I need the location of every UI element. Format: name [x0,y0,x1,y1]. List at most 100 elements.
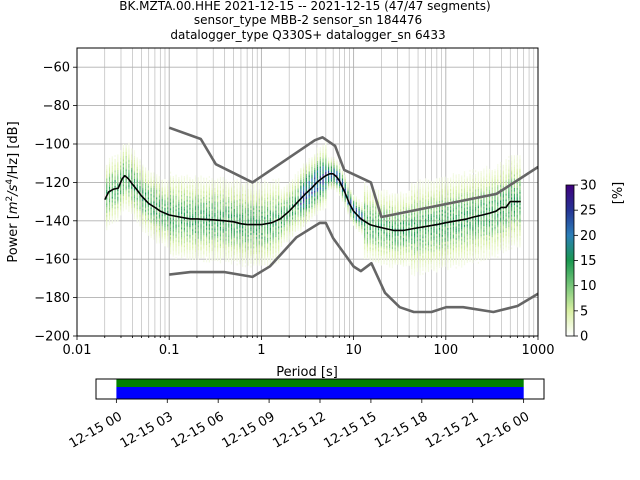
heatmap-cell [433,236,435,239]
heatmap-cell [425,185,427,188]
heatmap-cell [108,157,111,160]
heatmap-cell [175,216,177,219]
heatmap-cell [386,224,388,227]
heatmap-cell [389,238,391,241]
heatmap-cell [316,203,319,206]
heatmap-cell [266,195,269,198]
heatmap-cell [144,219,147,222]
heatmap-cell [133,201,136,204]
heatmap-cell [386,207,388,210]
heatmap-cell [438,189,441,192]
heatmap-cell [386,205,388,208]
heatmap-cell [266,228,269,231]
heatmap-cell [297,184,299,187]
heatmap-cell [167,235,169,238]
heatmap-cell [413,226,416,229]
heatmap-cell [383,245,385,248]
heatmap-cell [383,256,385,259]
heatmap-cell [236,236,238,239]
heatmap-cell [150,187,152,190]
heatmap-cell [416,256,418,259]
heatmap-cell [430,188,432,191]
heatmap-cell [380,236,382,239]
heatmap-cell [253,232,255,235]
heatmap-cell [136,211,138,214]
heatmap-cell [286,230,288,233]
heatmap-cell [369,258,371,261]
heatmap-cell [397,207,399,210]
heatmap-cell [153,187,155,190]
heatmap-cell [411,267,413,270]
heatmap-cell [225,202,227,205]
heatmap-cell [391,198,393,201]
heatmap-cell [322,173,324,176]
heatmap-cell [405,212,407,215]
heatmap-cell [147,226,149,229]
heatmap-cell [106,216,108,219]
heatmap-cell [405,252,407,255]
heatmap-cell [172,231,174,234]
heatmap-cell [250,217,252,220]
heatmap-cell [217,197,219,200]
heatmap-cell [153,172,155,175]
heatmap-cell [347,210,349,213]
heatmap-cell [280,227,283,230]
heatmap-cell [200,185,202,188]
heatmap-cell [211,243,213,246]
heatmap-cell [341,189,344,192]
heatmap-cell [136,170,138,173]
heatmap-cell [275,237,277,240]
heatmap-cell [455,186,457,189]
heatmap-cell [425,241,427,244]
heatmap-cell [108,207,111,210]
heatmap-cell [455,230,457,233]
heatmap-cell [200,246,202,249]
heatmap-cell [194,252,197,255]
heatmap-cell [219,257,222,260]
heatmap-cell [369,256,371,259]
heatmap-cell [394,210,396,213]
heatmap-cell [183,241,185,244]
heatmap-cell [408,208,410,211]
heatmap-cell [341,191,344,194]
heatmap-cell [250,255,252,258]
heatmap-cell [258,219,260,222]
heatmap-cell [297,211,299,214]
heatmap-cell [194,231,197,234]
heatmap-cell [142,206,144,209]
heatmap-cell [178,221,180,224]
heatmap-cell [120,201,122,204]
heatmap-cell [411,219,413,222]
heatmap-cell [444,205,446,208]
heatmap-cell [436,212,438,215]
heatmap-cell [444,218,446,221]
heatmap-cell [278,251,280,254]
heatmap-cell [153,212,155,215]
heatmap-cell [169,219,172,222]
heatmap-cell [319,183,321,186]
heatmap-cell [178,188,180,191]
heatmap-cell [347,183,349,186]
heatmap-cell [466,241,468,244]
heatmap-cell [128,150,130,153]
heatmap-cell [136,178,138,181]
heatmap-cell [283,232,285,235]
heatmap-cell [280,225,283,228]
heatmap-cell [197,208,199,211]
heatmap-cell [178,236,180,239]
heatmap-cell [142,227,144,230]
heatmap-cell [186,218,188,221]
heatmap-cell [328,161,330,164]
heatmap-cell [413,258,416,261]
heatmap-cell [294,210,296,213]
heatmap-cell [328,180,330,183]
heatmap-cell [322,169,324,172]
heatmap-cell [144,180,147,183]
heatmap-cell [144,205,147,208]
heatmap-cell [111,171,113,174]
heatmap-cell [389,221,391,224]
heatmap-cell [450,242,452,245]
heatmap-cell [269,227,271,230]
heatmap-cell [125,178,127,181]
heatmap-cell [192,244,194,247]
